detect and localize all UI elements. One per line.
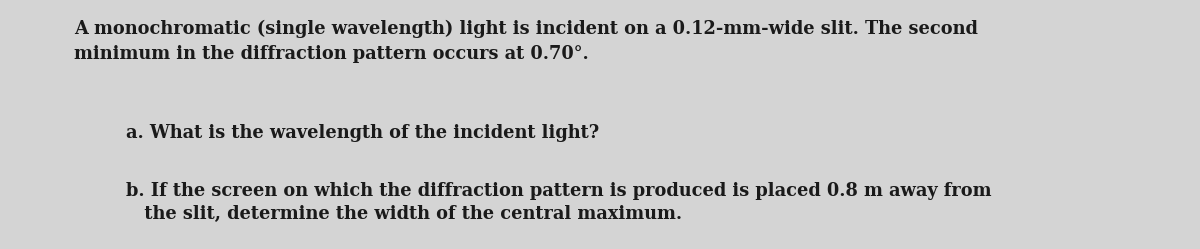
Text: a. What is the wavelength of the incident light?: a. What is the wavelength of the inciden… [126, 124, 599, 142]
Text: A monochromatic (single wavelength) light is incident on a 0.12-mm-wide slit. Th: A monochromatic (single wavelength) ligh… [74, 20, 978, 63]
Text: b. If the screen on which the diffraction pattern is produced is placed 0.8 m aw: b. If the screen on which the diffractio… [126, 182, 991, 223]
